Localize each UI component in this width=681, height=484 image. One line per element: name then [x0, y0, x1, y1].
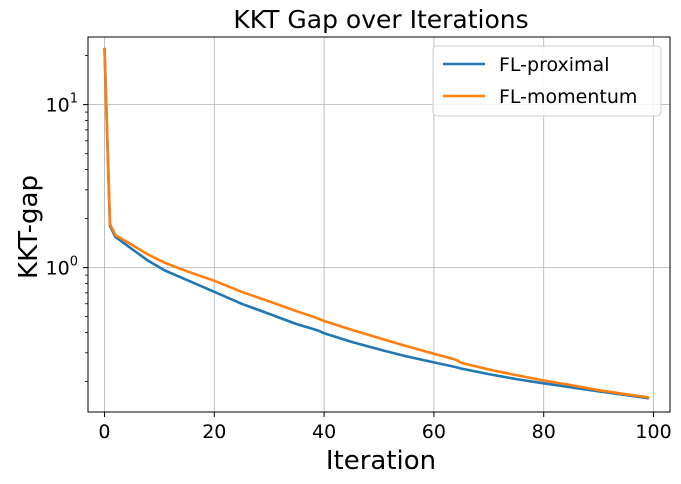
x-tick-label: 80	[532, 421, 556, 443]
x-axis-label: Iteration	[326, 446, 436, 476]
series-line-fl-proximal	[103, 47, 650, 400]
plot-area-frame	[87, 36, 671, 413]
series-line-fl-momentum	[103, 47, 650, 399]
y-tick-label: 101	[46, 92, 78, 117]
x-tick-label: 60	[422, 421, 446, 443]
y-axis-label: KKT-gap	[14, 175, 44, 279]
tick-marks: 0 20 40 60 80 100 100 101	[46, 55, 672, 443]
legend-label-fl-proximal: FL-proximal	[499, 54, 609, 76]
series-lines	[103, 47, 650, 400]
x-tick-label: 20	[202, 421, 226, 443]
legend-label-fl-momentum: FL-momentum	[499, 86, 637, 108]
x-tick-label: 40	[312, 421, 336, 443]
y-tick-label: 100	[46, 255, 78, 280]
legend-box	[432, 45, 662, 117]
chart-title: KKT Gap over Iterations	[233, 5, 528, 34]
x-tick-label: 100	[635, 421, 671, 443]
axes-frame	[87, 36, 671, 413]
legend: FL-proximal FL-momentum	[432, 45, 662, 117]
x-tick-label: 0	[98, 421, 110, 443]
